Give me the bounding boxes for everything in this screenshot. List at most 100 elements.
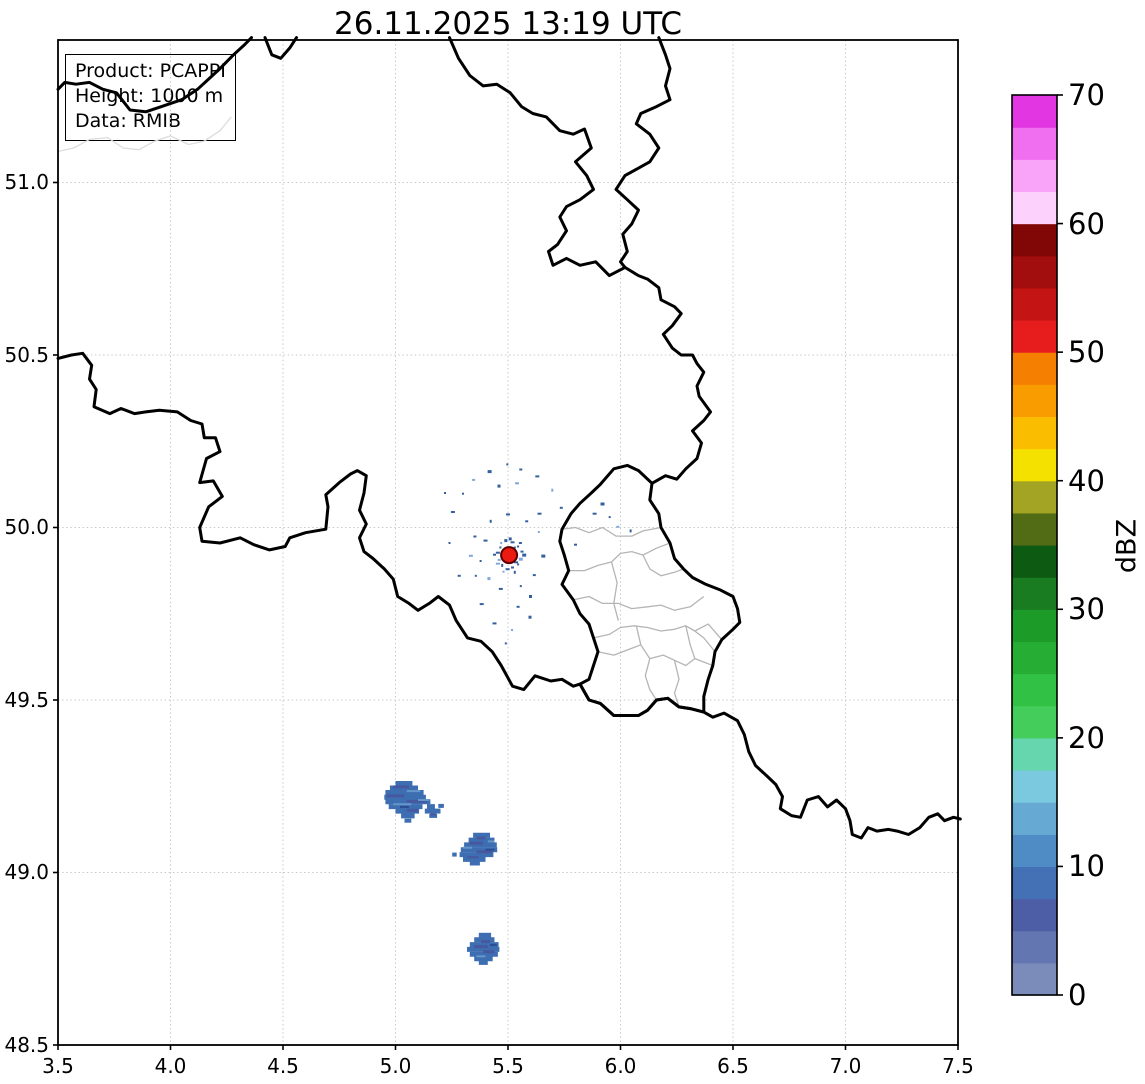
colorbar-segment	[1012, 866, 1057, 900]
clutter-speck	[574, 543, 577, 546]
colorbar-segment	[1012, 802, 1057, 835]
colorbar-segment	[1012, 834, 1057, 868]
clutter-speck	[514, 561, 519, 564]
clutter-speck	[511, 629, 513, 631]
clutter-speck	[500, 542, 503, 544]
colorbar-unit-label: dBZ	[1111, 518, 1143, 574]
x-tick-label: 5.5	[492, 1054, 524, 1078]
y-tick-label: 49.5	[4, 687, 49, 712]
clutter-speck	[516, 605, 520, 608]
colorbar-segment	[1012, 930, 1057, 964]
y-tick-label: 51.0	[4, 170, 49, 195]
clutter-speck	[518, 557, 523, 561]
colorbar-segment	[1012, 577, 1057, 610]
canton-border	[593, 625, 716, 653]
y-tick-label: 49.0	[4, 860, 49, 885]
colorbar-segment	[1012, 223, 1057, 257]
clutter-speck	[468, 554, 473, 557]
clutter-speck	[487, 470, 492, 474]
colorbar-tick-label: 70	[1068, 78, 1105, 112]
clutter-speck	[541, 554, 546, 558]
clutter-speck	[498, 587, 503, 590]
colorbar-tick-label: 50	[1068, 335, 1105, 370]
clutter-speck	[492, 622, 497, 625]
clutter-speck	[520, 550, 524, 553]
colorbar-segment	[1012, 673, 1057, 707]
clutter-speck	[519, 585, 522, 588]
clutter-speck	[522, 553, 527, 557]
colorbar-tick-label: 40	[1068, 463, 1105, 498]
clutter-speck	[528, 615, 532, 619]
colorbar-segment	[1012, 737, 1057, 771]
canton-border	[694, 623, 723, 641]
colorbar-segment	[1012, 416, 1057, 450]
country-border	[263, 36, 298, 60]
clutter-speck	[535, 475, 540, 478]
clutter-speck	[462, 492, 464, 495]
country-border	[56, 36, 253, 114]
clutter-speck	[479, 560, 482, 562]
clutter-speck	[600, 502, 605, 506]
clutter-speck	[493, 553, 496, 556]
x-tick-label: 7.5	[942, 1054, 974, 1078]
clutter-speck	[559, 506, 563, 509]
clutter-speck	[616, 525, 620, 528]
clutter-speck	[504, 539, 508, 543]
clutter-speck	[487, 577, 491, 581]
canton-border	[685, 625, 696, 659]
clutter-speck	[450, 511, 455, 513]
clutter-speck	[519, 468, 523, 471]
colorbar-segment	[1012, 384, 1057, 418]
y-tick-label: 50.0	[4, 515, 49, 540]
clutter-speck	[608, 516, 611, 519]
clutter-speck	[473, 535, 477, 538]
clutter-speck	[474, 574, 477, 577]
colorbar-segment	[1012, 545, 1057, 578]
clutter-speck	[444, 492, 446, 494]
clutter-speck	[495, 562, 500, 565]
colorbar-segment	[1012, 320, 1057, 353]
colorbar-tick-label: 10	[1068, 849, 1105, 884]
canton-border	[610, 561, 619, 621]
clutter-speck	[537, 512, 542, 515]
y-tick-label: 48.5	[4, 1033, 49, 1057]
clutter-speck	[499, 546, 502, 549]
plot-title: 26.11.2025 13:19 UTC	[334, 6, 682, 42]
clutter-speck	[497, 484, 501, 488]
radar-site-marker	[500, 546, 519, 565]
colorbar-segment	[1012, 95, 1057, 128]
canton-border	[597, 644, 642, 656]
clutter-speck	[506, 513, 510, 516]
canton-border	[573, 595, 705, 611]
clutter-speck	[502, 570, 505, 573]
x-tick-label: 6.0	[604, 1054, 637, 1078]
colorbar-tick-label: 30	[1068, 592, 1105, 627]
clutter-speck	[506, 463, 509, 466]
country-border	[558, 463, 742, 717]
clutter-speck	[517, 545, 520, 548]
clutter-speck	[483, 539, 488, 542]
clutter-speck	[472, 478, 476, 481]
clutter-speck	[508, 537, 512, 541]
x-tick-label: 4.5	[267, 1054, 299, 1078]
x-tick-label: 3.5	[42, 1054, 74, 1078]
canton-border	[561, 526, 662, 537]
clutter-speck	[515, 482, 519, 485]
y-tick-label: 50.5	[4, 342, 49, 367]
colorbar-segment	[1012, 609, 1057, 643]
clutter-speck	[479, 603, 484, 606]
clutter-speck	[495, 551, 500, 554]
country-border	[448, 36, 627, 278]
colorbar-outline	[1011, 94, 1058, 996]
colorbar-segment	[1012, 770, 1057, 803]
colorbar-segment	[1012, 287, 1057, 321]
colorbar-segment	[1012, 352, 1057, 385]
colorbar-segment	[1012, 255, 1057, 289]
info-product-line: Product: PCAPPI	[75, 60, 226, 82]
x-tick-label: 5.0	[379, 1054, 412, 1078]
canton-border	[673, 660, 680, 708]
clutter-speck	[501, 563, 504, 567]
clutter-speck	[504, 642, 507, 645]
clutter-speck	[513, 546, 516, 549]
